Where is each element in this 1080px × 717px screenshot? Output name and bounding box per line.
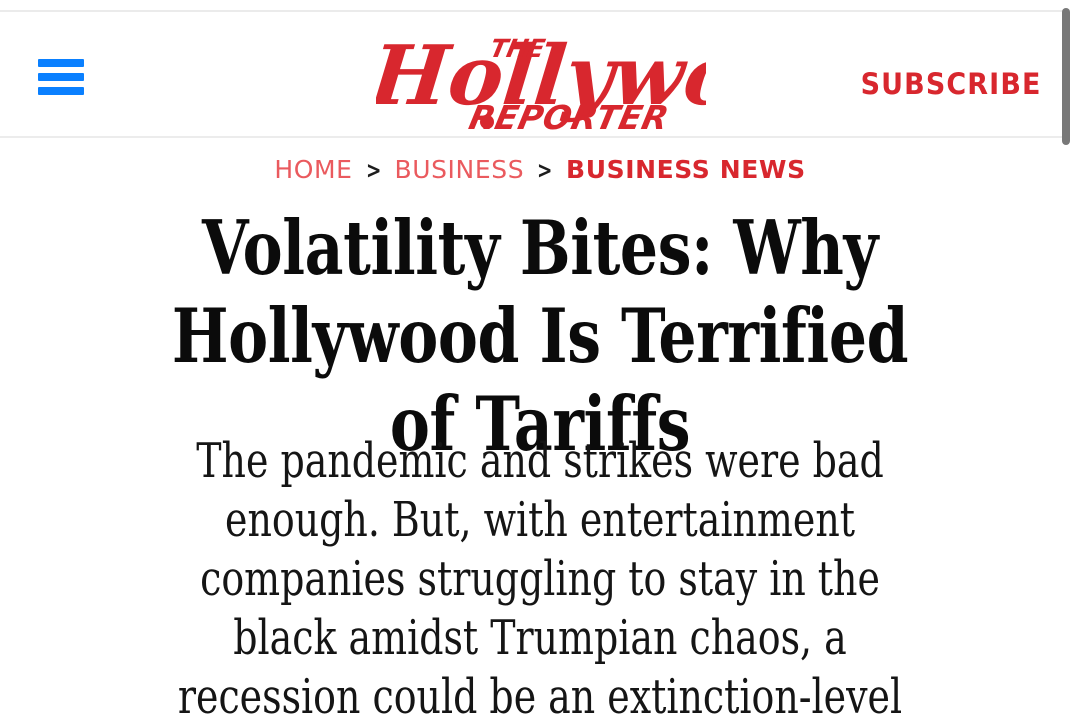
scrollbar-track[interactable] — [1062, 0, 1080, 717]
breadcrumb-item-home[interactable]: HOME — [274, 155, 353, 184]
logo-swash-dot — [480, 115, 494, 129]
breadcrumb: HOME > BUSINESS > BUSINESS NEWS — [0, 155, 1080, 184]
site-header: Hollywood THE REPORTER SUBSCRIBE — [0, 12, 1080, 138]
hamburger-bar-3 — [38, 87, 84, 95]
hamburger-bar-1 — [38, 59, 84, 67]
logo-reporter-text: REPORTER — [466, 98, 673, 132]
top-divider — [0, 10, 1080, 12]
logo-the-text: THE — [487, 34, 547, 63]
breadcrumb-separator-1: > — [365, 158, 382, 184]
hamburger-menu-icon[interactable] — [38, 59, 84, 95]
breadcrumb-item-business[interactable]: BUSINESS — [394, 155, 525, 184]
logo-wordmark-text: Hollywood — [376, 32, 706, 124]
page-title: Volatility Bites: Why Hollywood Is Terri… — [171, 204, 909, 468]
site-logo[interactable]: Hollywood THE REPORTER — [376, 32, 706, 132]
article-dek: The pandemic and strikes were bad enough… — [177, 433, 903, 717]
subscribe-button[interactable]: SUBSCRIBE — [861, 67, 1042, 101]
breadcrumb-item-business-news: BUSINESS NEWS — [566, 155, 806, 184]
breadcrumb-separator-2: > — [537, 158, 554, 184]
hamburger-bar-2 — [38, 73, 84, 81]
scrollbar-thumb[interactable] — [1062, 8, 1070, 145]
